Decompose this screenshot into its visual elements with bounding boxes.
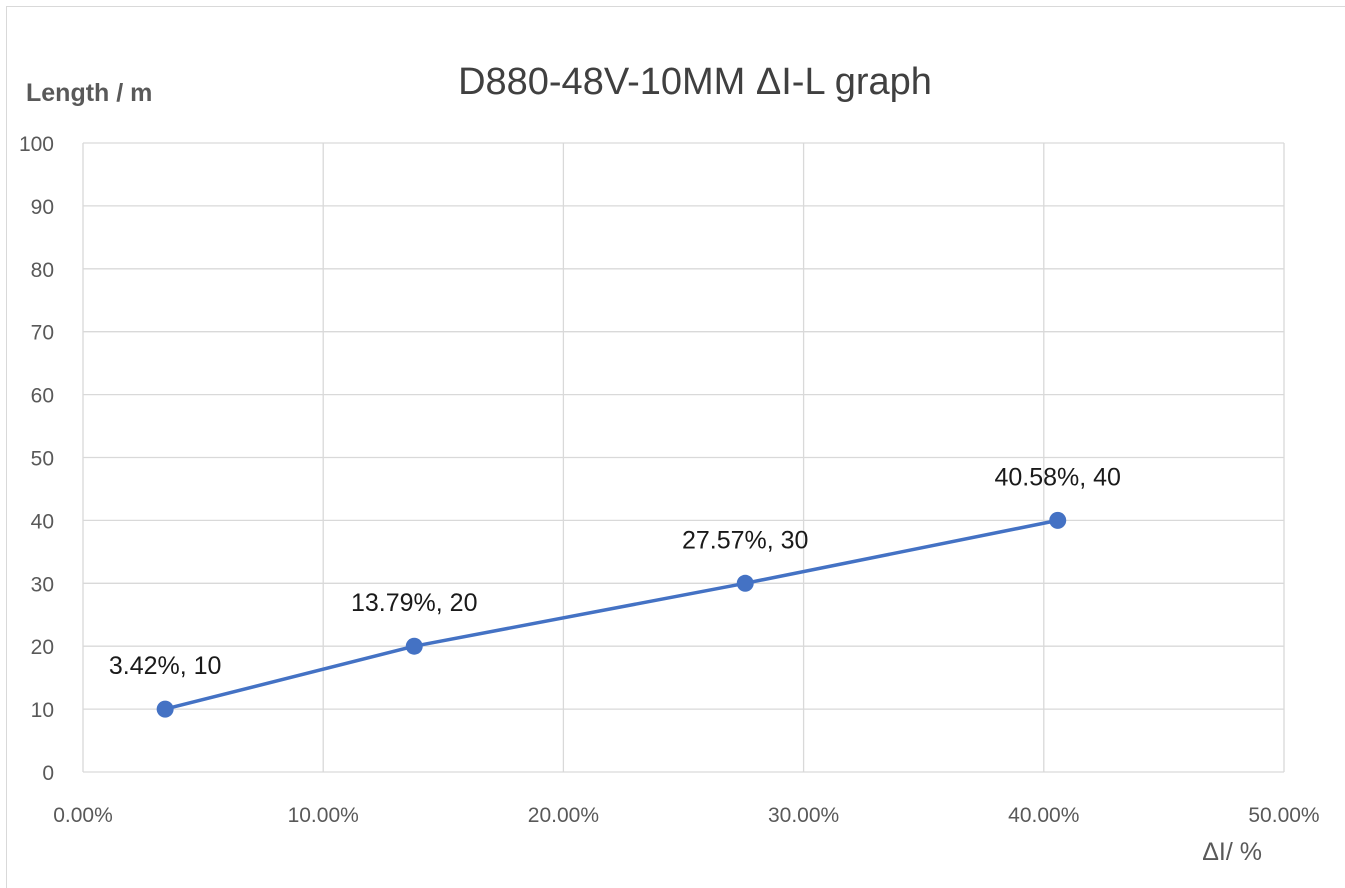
y-tick-label: 100 (19, 133, 54, 156)
x-tick-label: 10.00% (288, 804, 359, 827)
y-tick-label: 40 (31, 510, 54, 533)
x-tick-label: 30.00% (768, 804, 839, 827)
y-tick-label: 80 (31, 259, 54, 282)
data-point (736, 574, 754, 592)
y-tick-label: 90 (31, 196, 54, 219)
y-tick-label: 30 (31, 573, 54, 596)
y-tick-label: 20 (31, 636, 54, 659)
x-tick-label: 0.00% (53, 804, 113, 827)
y-tick-label: 50 (31, 448, 54, 471)
chart-area (6, 6, 1345, 888)
series-line (164, 518, 1059, 711)
y-tick-label: 60 (31, 385, 54, 408)
data-point (1049, 511, 1067, 529)
data-label: 13.79%, 20 (351, 589, 478, 617)
data-label: 3.42%, 10 (109, 652, 222, 680)
data-point (156, 700, 174, 718)
x-tick-label: 40.00% (1008, 804, 1079, 827)
x-tick-label: 50.00% (1248, 804, 1319, 827)
x-tick-label: 20.00% (528, 804, 599, 827)
y-tick-label: 0 (42, 762, 54, 785)
y-tick-label: 70 (31, 322, 54, 345)
y-axis-label: Length / m (26, 79, 152, 107)
data-point (405, 637, 423, 655)
data-label: 27.57%, 30 (682, 526, 809, 554)
data-label: 40.58%, 40 (994, 463, 1121, 491)
x-axis-label: ΔI/ % (1202, 838, 1262, 866)
y-tick-label: 10 (31, 699, 54, 722)
chart-title: D880-48V-10MM ΔI-L graph (458, 61, 932, 103)
